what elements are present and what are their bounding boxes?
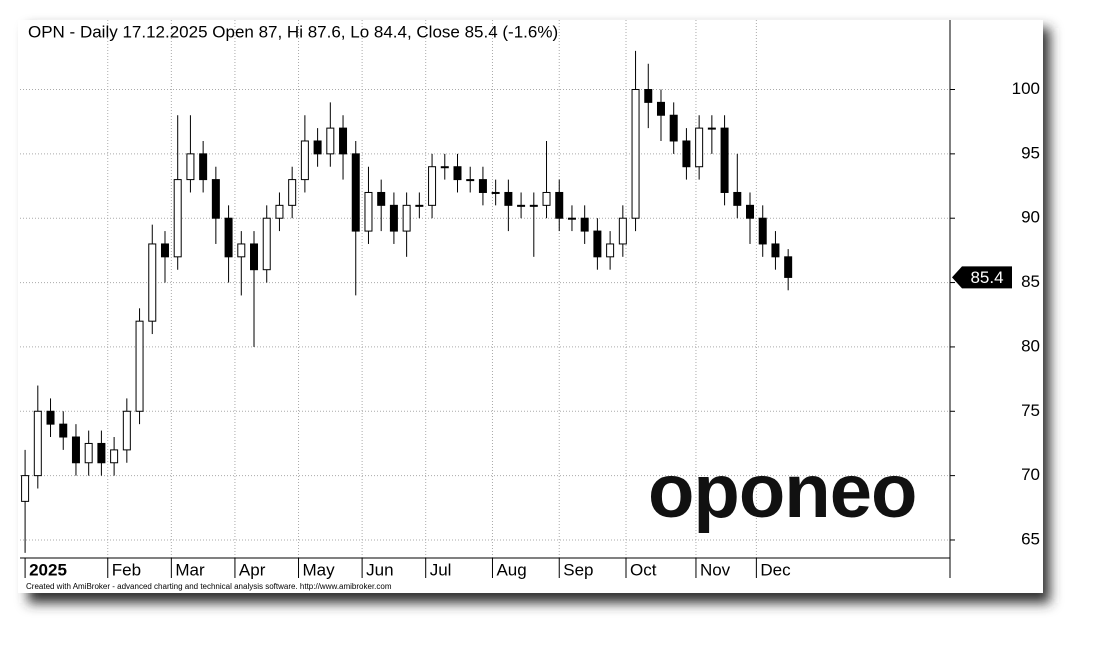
candle-body (669, 114, 678, 142)
candle-body (555, 191, 564, 219)
candle-body (377, 191, 386, 206)
candle-body (71, 436, 80, 464)
logo: oponeo (648, 449, 916, 534)
frame (18, 20, 1043, 593)
x-tick-label: Sep (563, 560, 593, 579)
candle-body (542, 191, 551, 206)
x-tick-label: Jun (366, 560, 393, 579)
candle-body (288, 179, 297, 206)
x-tick-label: May (303, 560, 336, 579)
candle-body (97, 442, 106, 464)
candle-body (491, 191, 500, 194)
y-tick-label: 90 (1021, 208, 1040, 227)
candle-body (758, 217, 767, 245)
candle-body (300, 140, 309, 181)
chart-title: OPN - Daily 17.12.2025 Open 87, Hi 87.6,… (28, 22, 558, 41)
candle-body (199, 153, 208, 181)
y-tick-label: 85 (1021, 272, 1040, 291)
y-tick-label: 95 (1021, 143, 1040, 162)
candle-body (631, 89, 640, 219)
candle-body (33, 410, 42, 477)
y-tick-label: 75 (1021, 401, 1040, 420)
y-tick-label: 70 (1021, 465, 1040, 484)
y-tick-label: 80 (1021, 336, 1040, 355)
candle-body (59, 423, 68, 438)
candle-body (466, 179, 475, 182)
candle-body (21, 475, 30, 502)
candle-body (580, 217, 589, 232)
candle-body (364, 191, 373, 232)
candle-body (313, 140, 322, 155)
y-tick-label: 65 (1021, 529, 1040, 548)
x-tick-label: Feb (112, 560, 141, 579)
candle-body (593, 230, 602, 258)
candle-body (250, 243, 259, 271)
candle-body (440, 166, 449, 169)
candle-body (173, 179, 182, 258)
candle-body (517, 204, 526, 207)
candle-body (211, 179, 220, 219)
candle-body (110, 449, 119, 464)
candle-body (504, 191, 513, 206)
candle-body (618, 217, 627, 245)
candle-body (148, 243, 157, 322)
x-tick-label: Nov (700, 560, 731, 579)
candle-body (771, 243, 780, 258)
candle-body (529, 204, 538, 207)
candle-body (733, 191, 742, 206)
candle-body (656, 101, 665, 116)
y-tick-label: 100 (1012, 79, 1040, 98)
x-tick-label: Aug (496, 560, 526, 579)
candle-body (402, 204, 411, 232)
x-tick-label: 2025 (29, 560, 67, 579)
candle-body (186, 153, 195, 181)
candle-body (682, 140, 691, 168)
x-tick-label: Oct (630, 560, 657, 579)
x-tick-label: Jul (430, 560, 452, 579)
x-tick-label: Mar (175, 560, 205, 579)
candle-body (606, 243, 615, 258)
candle-body (567, 217, 576, 220)
candle-body (695, 127, 704, 168)
price-tag (952, 266, 1012, 289)
candle-body (351, 153, 360, 232)
candle-body (453, 166, 462, 181)
candle-body (275, 204, 284, 219)
footer: Created with AmiBroker - advanced charti… (26, 582, 392, 591)
candle-body (478, 179, 487, 193)
candle-body (415, 204, 424, 207)
candle-body (224, 217, 233, 258)
candle-body (135, 320, 144, 412)
price-tag-label: 85.4 (970, 268, 1003, 287)
candle-body (262, 217, 271, 271)
candle-body (784, 256, 793, 278)
candle-body (644, 89, 653, 103)
candle-body (160, 243, 169, 258)
candle-body (84, 442, 93, 464)
candle-body (389, 204, 398, 232)
candle-body (707, 127, 716, 130)
candle-body (326, 127, 335, 155)
candle-body (428, 166, 437, 206)
candle-body (339, 127, 348, 155)
candle-body (46, 410, 55, 425)
candle-body (720, 127, 729, 193)
candle-body (237, 243, 246, 258)
x-tick-label: Dec (760, 560, 791, 579)
candle-body (122, 410, 131, 451)
candle-body (746, 204, 755, 219)
x-tick-label: Apr (239, 560, 266, 579)
plot (20, 20, 950, 558)
